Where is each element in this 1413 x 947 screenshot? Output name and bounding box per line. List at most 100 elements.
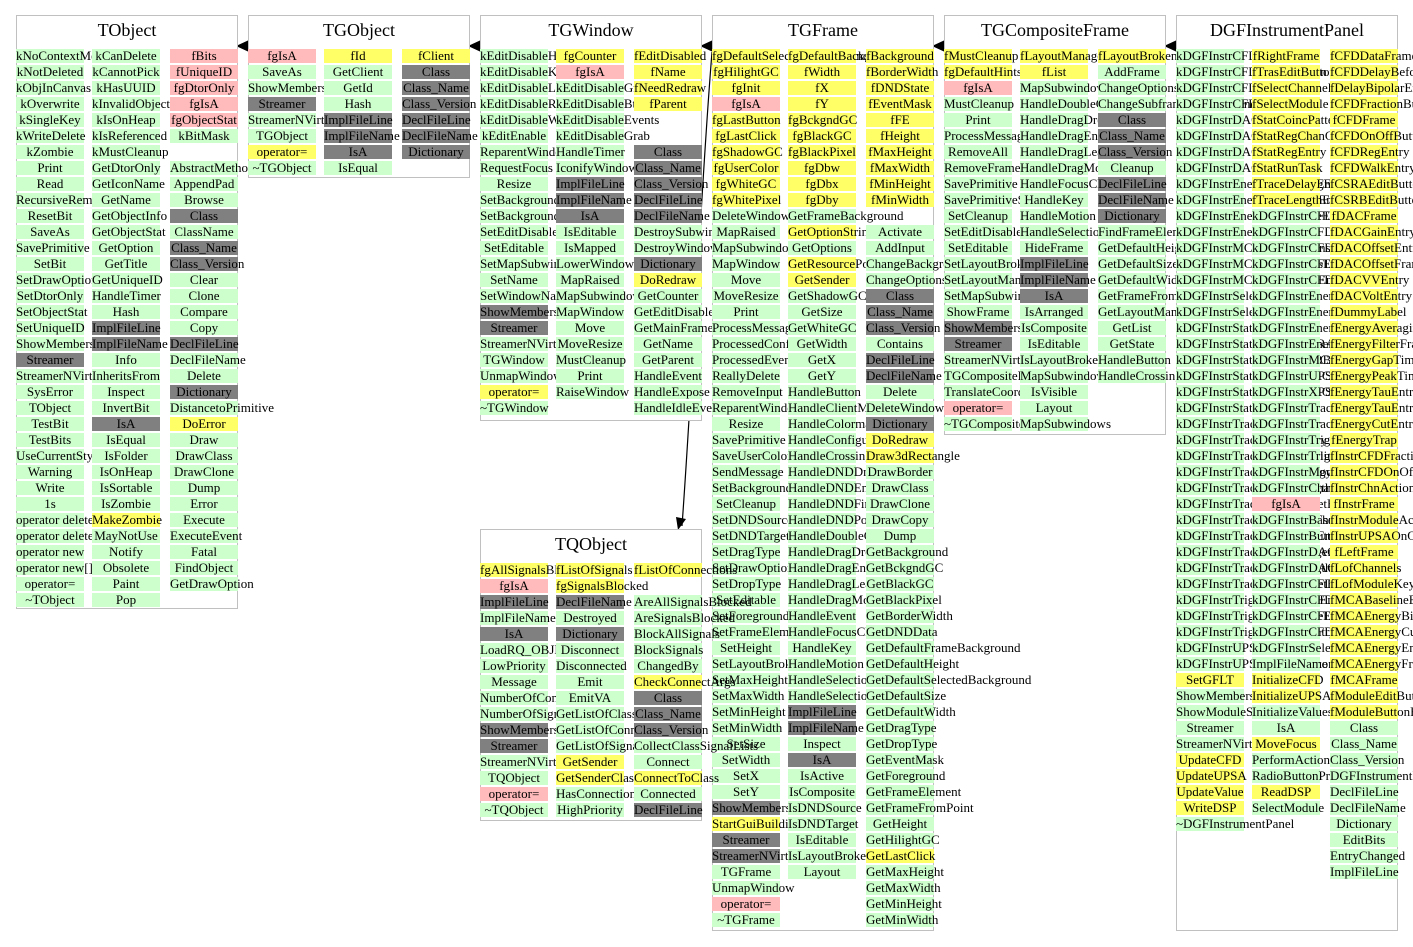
member-cell: DeclFileName [556, 594, 632, 609]
member-cell: kDGFInstrStatRegModCSRB [1176, 353, 1331, 367]
member-cell: fCFDRegEntry [1330, 144, 1410, 159]
member-cell: fgDby [788, 193, 856, 207]
member-column: fCFDDataFramefCFDDelayBeforeLEEntryfDela… [1330, 49, 1413, 881]
member-cell: MustCleanup [944, 96, 1015, 111]
member-cell: ImplFileLine [324, 112, 393, 127]
member-cell: kDGFInstrMCAFrame [1252, 352, 1372, 367]
member-cell: ReparentWindow [480, 144, 572, 159]
member-cell: SetObjectStat [16, 304, 88, 319]
member-cell: kDGFInstrCFDFraction [1252, 208, 1377, 223]
member-cell: HandleDragDrop [1020, 112, 1111, 127]
member-cell: ShowMembers [480, 722, 559, 737]
member-cell: Class_Name [634, 706, 702, 721]
member-cell: fStatRegChanCSRA [1252, 128, 1359, 143]
member-cell: Error [170, 497, 238, 511]
member-cell: StreamerNVirtual [944, 352, 1037, 367]
member-cell: Dictionary [402, 145, 470, 159]
class-title: TObject [97, 20, 157, 40]
member-cell: fInstrChnActions [1330, 480, 1413, 495]
member-column: fMustCleanup fgDefaultHints fgIsA MustClean… [944, 49, 1074, 433]
member-cell: fDACVoltEntry [1330, 288, 1413, 303]
member-cell: Disconnect [556, 643, 624, 657]
member-cell: kObjInCanvas [16, 80, 92, 95]
member-cell: AreSignalsBlocked [634, 610, 736, 625]
member-cell: fgIsA [1252, 497, 1320, 511]
member-cell: fCSRBEditButton [1330, 192, 1413, 207]
member-cell: kCannotPick [92, 64, 160, 79]
member-cell: fgIsA [248, 49, 316, 63]
member-cell: GetFrameFromPoint [866, 800, 974, 815]
member-cell: fName [634, 65, 702, 79]
member-cell: IsA [92, 417, 160, 431]
member-cell: IsFolder [92, 449, 160, 463]
member-cell: GetList [1098, 321, 1166, 335]
member-cell: SetMinHeight [712, 704, 786, 719]
member-cell: DeclFileLine [402, 112, 471, 127]
member-cell: GetDNDData [866, 624, 938, 639]
member-cell: fEditDisabled [634, 48, 707, 63]
member-cell: Dictionary [1330, 817, 1398, 831]
member-cell: operator delete [16, 512, 94, 527]
member-cell: fgDefaultHints [944, 64, 1022, 79]
member-cell: ShowMembers [712, 800, 791, 815]
member-cell: fMCAEnergyFrame [1330, 656, 1413, 671]
member-cell: Obsolete [92, 561, 160, 575]
member-cell: MoveResize [712, 288, 780, 303]
member-cell: Destroyed [556, 611, 624, 625]
member-cell: ReparentWindow [712, 400, 804, 415]
member-cell: kDGFInstrDACVoltEntry [1176, 160, 1311, 175]
member-cell: GetBckgndGC [866, 560, 944, 575]
member-cell: HandleButton [1098, 352, 1171, 367]
member-cell: GetDefaultHeight [866, 656, 960, 671]
member-cell: fEnergyPeakTimeEntry [1330, 368, 1413, 383]
member-cell: GetCounter [634, 289, 702, 303]
member-cell: fBackground [866, 48, 934, 63]
member-cell: fId [324, 49, 392, 63]
member-cell: IsA [1020, 289, 1088, 303]
member-cell: IsA [1252, 721, 1320, 735]
member-cell: RaiseWindow [556, 384, 630, 399]
member-cell: HandleClientMessage [788, 400, 903, 415]
member-cell: MapRaised [712, 225, 780, 239]
member-cell: Class [866, 289, 934, 303]
member-cell: DrawClone [866, 497, 934, 511]
member-cell: kDGFInstrMCAEnergyBinsEntry [1176, 257, 1352, 271]
member-cell: SaveAs [248, 65, 316, 79]
member-cell: Notify [92, 545, 160, 559]
member-cell: fEnergyFilterFrame [1330, 336, 1413, 351]
member-cell: ~TGCompositeFrame [944, 416, 1058, 431]
member-cell: GetDragType [866, 720, 937, 735]
member-cell: SavePrimitiveSubframes [944, 192, 1074, 207]
member-cell: HandleKey [1020, 193, 1088, 207]
member-cell: SelectModule [1252, 800, 1325, 815]
member-cell: RemoveAll [944, 145, 1012, 159]
member-cell: PerformAction [1252, 752, 1330, 767]
member-cell: RequestFocus [480, 160, 553, 175]
member-cell: SaveAs [16, 225, 84, 239]
member-cell: StartGuiBuilding [712, 816, 802, 831]
member-column: fgDefaultBackground fWidth fX fY fgBckgndGC f… [788, 49, 917, 881]
member-cell: SetName [480, 273, 548, 287]
member-cell: fgInit [712, 81, 780, 95]
member-cell: fInstrCFDOnOff [1330, 464, 1413, 479]
member-cell: MapSubwindows [556, 288, 648, 303]
member-cell: kDGFInstrSelectModule [1252, 640, 1381, 655]
member-cell: WriteDSP [1176, 801, 1244, 815]
member-cell: kDGFInstrUPSAOnOffButton [1176, 657, 1335, 671]
member-cell: MapSubwindows [1020, 80, 1112, 95]
member-cell: HandleExpose [634, 384, 710, 399]
member-cell: ReallyDelete [712, 368, 780, 383]
member-cell: Disconnected [556, 658, 627, 673]
member-cell: SetY [712, 785, 780, 799]
member-cell: Streamer [1176, 721, 1244, 735]
member-cell: HandleMotion [1020, 208, 1096, 223]
member-cell: HandleDoubleClick [788, 528, 892, 543]
member-cell: MoveResize [556, 336, 624, 351]
member-cell: SetEditable [944, 241, 1012, 255]
member-cell: SetLayoutBroken [712, 656, 804, 671]
member-cell: IsOnHeap [92, 465, 160, 479]
member-column: fListOfSignals fgSignalsBlocked DeclFileNa… [556, 563, 675, 819]
member-cell: fEnergyAveragingEntry [1330, 320, 1413, 335]
member-cell: fLofChannels [1330, 560, 1402, 575]
member-cell: kEditDisableHeight [480, 48, 584, 63]
